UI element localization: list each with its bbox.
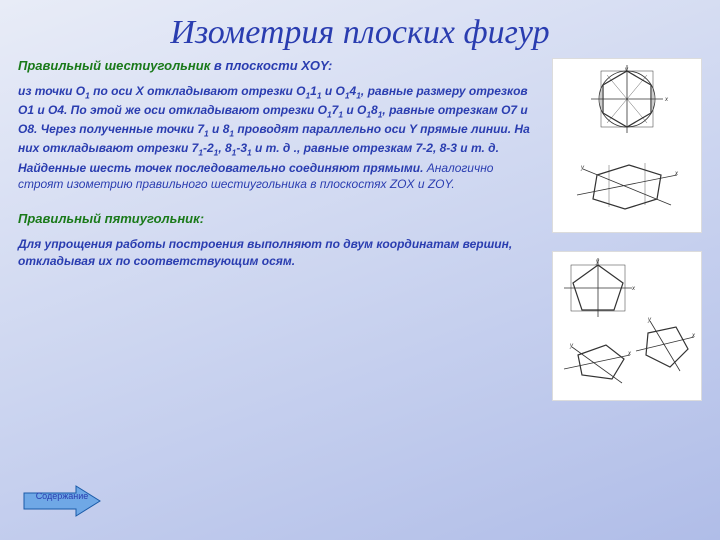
svg-text:x: x bbox=[674, 171, 679, 177]
pentagon-svg: x y x y x y bbox=[556, 255, 698, 397]
svg-text:y: y bbox=[580, 165, 585, 171]
content-area: Правильный шестиугольник в плоскости XOY… bbox=[0, 58, 720, 401]
pentagon-figure: x y x y x y bbox=[552, 251, 702, 401]
svg-text:y: y bbox=[595, 259, 600, 265]
pentagon-body: Для упрощения работы построения выполняю… bbox=[18, 237, 512, 268]
svg-text:x: x bbox=[627, 351, 632, 357]
pentagon-heading-green: Правильный пятиугольник: bbox=[18, 211, 204, 226]
contents-nav-button[interactable]: Содержание bbox=[22, 484, 102, 518]
pentagon-heading: Правильный пятиугольник: bbox=[18, 211, 540, 226]
svg-text:x: x bbox=[691, 333, 696, 339]
hexagon-figure: x y x y bbox=[552, 58, 702, 233]
hexagon-heading: Правильный шестиугольник в плоскости XOY… bbox=[18, 58, 540, 73]
contents-nav-label: Содержание bbox=[32, 492, 92, 502]
hexagon-svg: x y x y bbox=[569, 63, 685, 228]
page-title: Изометрия плоских фигур bbox=[0, 0, 720, 58]
svg-text:y: y bbox=[647, 317, 652, 323]
svg-text:x: x bbox=[664, 97, 669, 103]
figure-column: x y x y bbox=[552, 58, 702, 401]
hexagon-paragraph: из точки О1 по оси X откладывают отрезки… bbox=[18, 83, 540, 193]
pentagon-paragraph: Для упрощения работы построения выполняю… bbox=[18, 236, 540, 270]
svg-text:x: x bbox=[631, 286, 636, 292]
text-column: Правильный шестиугольник в плоскости XOY… bbox=[18, 58, 540, 401]
hexagon-heading-green: Правильный шестиугольник bbox=[18, 58, 210, 73]
hexagon-heading-tail: в плоскости XOY: bbox=[210, 58, 332, 73]
